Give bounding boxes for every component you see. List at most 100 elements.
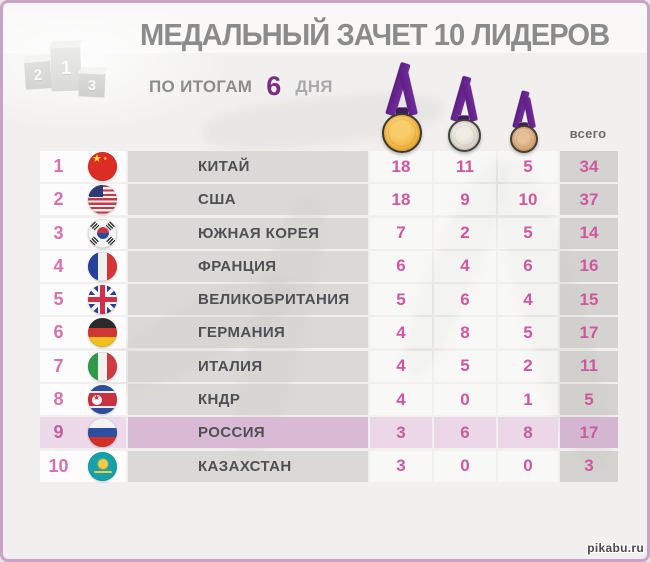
bronze-count-cell: 1 [498,384,558,416]
subtitle: ПО ИТОГАМ 6 ДНЯ [149,71,333,102]
table-row: 2 США 18 9 10 37 [40,184,618,216]
rank-flag-cell: 2 [40,184,126,216]
total-count-cell: 17 [560,417,618,449]
total-count-cell: 16 [560,250,618,282]
medal-clasp [396,107,408,115]
italy-flag-icon [88,351,117,381]
bronze-count-cell: 8 [498,417,558,449]
medal-clasp [458,115,469,122]
rank-number: 7 [53,355,64,376]
silver-count-cell: 11 [434,151,496,182]
podium-third-place: 3 [78,72,106,98]
country-name-cell: КИТАЙ [128,151,368,182]
total-count-cell: 14 [560,217,618,249]
table-row: 3 ЮЖНАЯ КОРЕЯ 7 2 5 14 [40,217,618,249]
silver-medal-disc [448,119,481,152]
rank-flag-cell: 7 [40,350,126,382]
table-row: 10 КАЗАХСТАН 3 0 0 3 [40,450,618,482]
rank-flag-cell: 8 [40,384,126,416]
country-name-cell: КНДР [128,384,368,416]
gold-count-cell: 3 [370,450,432,482]
bronze-count-cell: 5 [498,217,558,249]
silver-count-cell: 5 [434,350,496,382]
table-row: 7 ИТАЛИЯ 4 5 2 11 [40,350,618,382]
kazakhstan-flag-icon [88,451,117,481]
table-row: 9 РОССИЯ 3 6 8 17 [40,417,618,449]
gold-count-cell: 7 [370,217,432,249]
silver-count-cell: 6 [434,284,496,316]
table-row: 4 ФРАНЦИЯ 6 4 6 16 [40,250,618,282]
bronze-medal-icon [505,88,547,153]
gold-count-cell: 18 [370,184,432,216]
russia-flag-icon [88,418,117,448]
bronze-count-cell: 0 [498,450,558,482]
country-name-cell: ГЕРМАНИЯ [128,317,368,349]
country-name-cell: ИТАЛИЯ [128,350,368,382]
bronze-count-cell: 10 [498,184,558,216]
rank-number: 3 [53,222,64,243]
silver-count-cell: 0 [434,384,496,416]
south-korea-flag-icon [88,218,117,248]
table-row: 6 ГЕРМАНИЯ 4 8 5 17 [40,317,618,349]
rank-flag-cell: 9 [40,417,126,449]
gold-count-cell: 5 [370,284,432,316]
total-count-cell: 17 [560,317,618,349]
rank-flag-cell: 4 [40,250,126,282]
silver-count-cell: 9 [434,184,496,216]
bronze-count-cell: 4 [498,284,558,316]
country-name-cell: ЮЖНАЯ КОРЕЯ [128,217,368,249]
rank-number: 4 [53,255,64,276]
total-count-cell: 15 [560,284,618,316]
rank-flag-cell: 5 [40,284,126,316]
rank-number: 1 [53,156,64,176]
gold-count-cell: 4 [370,384,432,416]
silver-count-cell: 0 [434,450,496,482]
subtitle-prefix: ПО ИТОГАМ [149,76,253,96]
country-name-cell: КАЗАХСТАН [128,450,368,482]
gold-medal-disc [382,113,422,153]
day-number: 6 [266,71,282,101]
gold-count-cell: 18 [370,151,432,182]
bronze-count-cell: 5 [498,317,558,349]
podium-second-place: 2 [24,60,52,90]
bronze-count-cell: 6 [498,250,558,282]
page-title: МЕДАЛЬНЫЙ ЗАЧЕТ 10 ЛИДЕРОВ [140,17,610,52]
total-count-cell: 5 [560,384,618,416]
usa-flag-icon [88,185,117,215]
rank-flag-cell: 1 [40,151,126,182]
germany-flag-icon [88,318,117,348]
china-flag-icon [88,152,117,181]
podium-first-place: 1 [50,46,82,92]
rank-flag-cell: 6 [40,317,126,349]
rank-number: 8 [53,389,64,410]
rank-number: 9 [53,422,64,443]
gold-count-cell: 3 [370,417,432,449]
silver-count-cell: 4 [434,250,496,282]
site-watermark: pikabu.ru [587,541,644,555]
rank-flag-cell: 10 [40,450,126,482]
gold-medal-icon [373,59,431,153]
bronze-count-cell: 5 [498,151,558,182]
country-name-cell: РОССИЯ [128,417,368,449]
medal-table: 1КИТАЙ18115342США18910373ЮЖНАЯ КОРЕЯ7251… [40,151,618,482]
gold-count-cell: 6 [370,250,432,282]
country-name-cell: ВЕЛИКОБРИТАНИЯ [128,284,368,316]
total-count-cell: 37 [560,184,618,216]
rank-flag-cell: 3 [40,217,126,249]
gold-count-cell: 4 [370,317,432,349]
rank-number: 10 [48,455,69,476]
table-row: 5 ВЕЛИКОБРИТАНИЯ 5 6 4 15 [40,284,618,316]
subtitle-suffix: ДНЯ [295,76,333,96]
total-count-cell: 3 [560,450,618,482]
rank-number: 6 [53,322,64,343]
rank-number: 2 [53,189,64,210]
country-name-cell: США [128,184,368,216]
silver-medal-icon [441,73,489,153]
silver-count-cell: 2 [434,217,496,249]
podium-icon: 2 1 3 [17,33,121,105]
silver-count-cell: 6 [434,417,496,449]
rank-number: 5 [53,289,64,310]
total-column-header: всего [569,126,607,141]
